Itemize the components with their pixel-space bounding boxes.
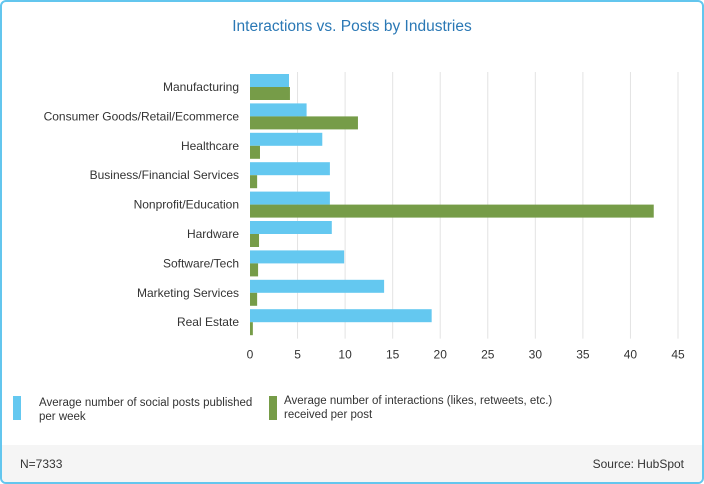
bar-interactions xyxy=(250,292,258,306)
legend-label-line1: Average number of interactions (likes, r… xyxy=(284,395,553,407)
chart-title: Interactions vs. Posts by Industries xyxy=(232,18,472,35)
bar-interactions xyxy=(250,263,259,277)
bar-interactions xyxy=(250,322,253,336)
category-label: Real Estate xyxy=(177,315,239,329)
bar-interactions xyxy=(250,204,654,218)
bar-posts xyxy=(250,132,323,146)
bar-posts xyxy=(250,191,330,205)
x-tick-label: 25 xyxy=(481,348,495,362)
bar-interactions xyxy=(250,145,260,159)
legend-label-interactions: Average number of interactions (likes, r… xyxy=(284,394,694,422)
bar-posts xyxy=(250,221,332,234)
category-label: Marketing Services xyxy=(137,286,239,300)
bar-posts xyxy=(250,250,345,264)
bar-posts xyxy=(250,279,385,293)
legend-label-posts: Average number of social posts published… xyxy=(39,397,253,423)
bar-interactions xyxy=(250,234,260,247)
bar-posts xyxy=(250,103,307,117)
category-label: Consumer Goods/Retail/Ecommerce xyxy=(44,109,240,123)
legend-swatch-posts xyxy=(13,396,21,420)
footer: N=7333 Source: HubSpot xyxy=(2,445,702,482)
x-tick-label: 20 xyxy=(434,348,448,362)
x-tick-label: 10 xyxy=(338,348,352,362)
source-label: Source: HubSpot xyxy=(592,457,684,471)
x-tick-label: 35 xyxy=(576,348,590,362)
bar-interactions xyxy=(250,175,258,189)
bar-chart: 0 5 10 15 20 25 30 35 40 45 Manufacturing Consumer … xyxy=(44,72,685,362)
x-tick-label: 5 xyxy=(294,348,301,362)
bar-posts xyxy=(250,162,330,176)
sample-size: N=7333 xyxy=(20,457,63,471)
category-label: Software/Tech xyxy=(163,256,239,270)
legend-label-line2: received per post xyxy=(284,409,373,421)
bar-posts xyxy=(250,309,432,323)
x-tick-label: 45 xyxy=(671,348,685,362)
category-label: Manufacturing xyxy=(163,80,239,94)
bar-interactions xyxy=(250,116,358,130)
bar-interactions xyxy=(250,87,290,100)
x-tick-label: 15 xyxy=(386,348,400,362)
category-label: Nonprofit/Education xyxy=(134,198,239,212)
category-label: Hardware xyxy=(187,227,239,241)
bar-posts xyxy=(250,74,289,87)
x-tick-label: 40 xyxy=(624,348,638,362)
category-label: Business/Financial Services xyxy=(90,168,239,182)
category-label: Healthcare xyxy=(181,139,239,153)
x-tick-label: 30 xyxy=(529,348,543,362)
legend-swatch-interactions xyxy=(269,396,277,420)
x-tick-label: 0 xyxy=(247,348,254,362)
